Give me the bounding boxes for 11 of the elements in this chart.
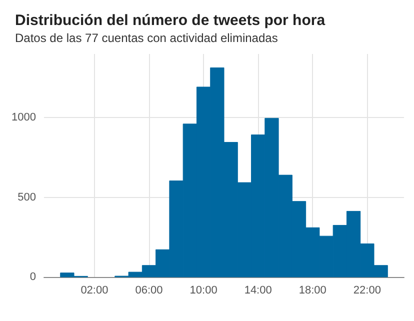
x-tick-label: 02:00 bbox=[80, 284, 108, 296]
y-tick-label: 0 bbox=[30, 271, 36, 283]
x-tick-label: 06:00 bbox=[135, 284, 163, 296]
chart-subtitle: Datos de las 77 cuentas con actividad eliminadas bbox=[15, 31, 278, 45]
x-tick-label: 22:00 bbox=[353, 284, 381, 296]
x-tick-label: 10:00 bbox=[190, 284, 218, 296]
y-tick-label: 1000 bbox=[12, 112, 36, 124]
chart-title: Distribución del número de tweets por hora bbox=[15, 12, 326, 29]
y-tick-label: 500 bbox=[18, 191, 36, 204]
x-tick-label: 14:00 bbox=[244, 284, 272, 296]
x-tick-label: 18:00 bbox=[298, 284, 326, 296]
